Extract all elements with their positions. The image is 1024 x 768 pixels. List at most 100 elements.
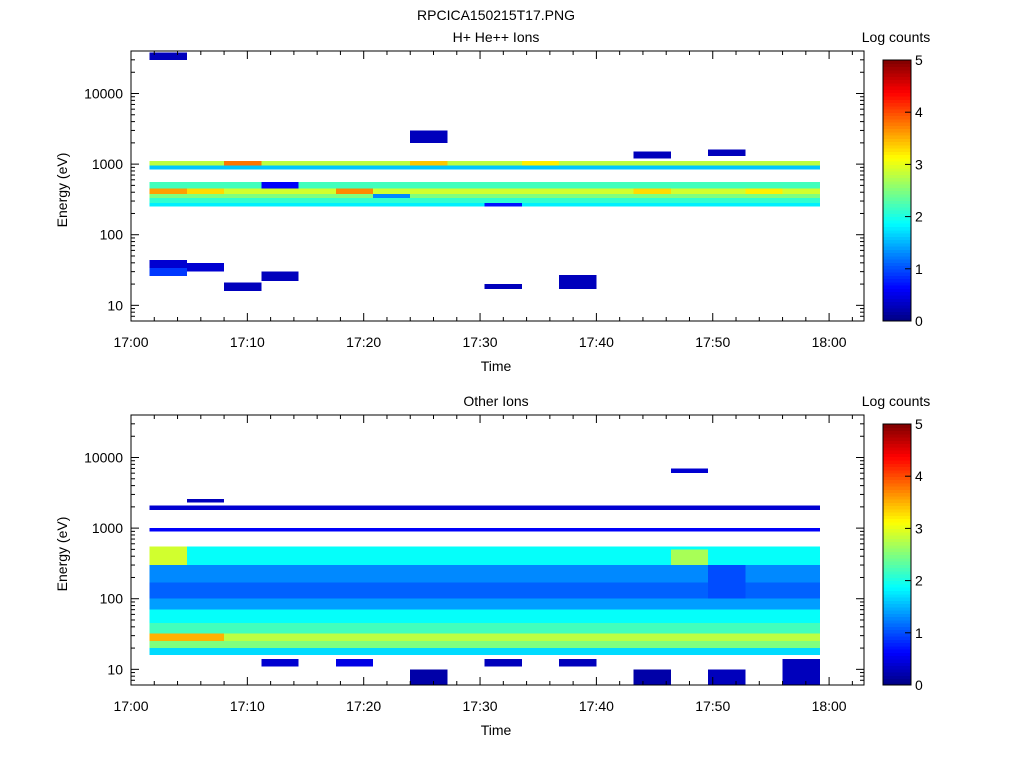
colorbar-band	[883, 538, 911, 543]
colorbar-band	[883, 476, 911, 481]
colorbar-band	[883, 629, 911, 634]
colorbar-band	[883, 541, 911, 546]
colorbar-band	[883, 255, 911, 260]
colorbar-band	[883, 154, 911, 159]
colorbar-band	[883, 216, 911, 221]
colorbar-band	[883, 288, 911, 293]
colorbar-band	[883, 600, 911, 605]
heatmap-cell	[149, 648, 820, 655]
colorbar-band	[883, 115, 911, 120]
figure-title: RPCICA150215T17.PNG	[417, 7, 575, 23]
colorbar-tick-label: 2	[915, 209, 923, 225]
colorbar-band	[883, 551, 911, 556]
colorbar-band	[883, 505, 911, 510]
colorbar-band	[883, 236, 911, 241]
x-tick-label: 18:00	[812, 334, 847, 350]
colorbar-band	[883, 567, 911, 572]
colorbar-band	[883, 193, 911, 198]
heatmap-cell	[410, 161, 448, 166]
colorbar-band	[883, 662, 911, 667]
heatmap-cell	[224, 282, 262, 291]
colorbar-band	[883, 298, 911, 303]
colorbar-band	[883, 450, 911, 454]
panel-title-other: Other Ions	[463, 393, 528, 409]
colorbar-band	[883, 658, 911, 663]
colorbar-band	[883, 639, 911, 644]
colorbar-band	[883, 183, 911, 188]
colorbar-h-he: 0 1 2 3 4 5	[882, 52, 923, 329]
colorbar-band	[883, 239, 911, 244]
colorbar-band	[883, 226, 911, 231]
heatmap-cell	[410, 130, 448, 143]
colorbar-band	[883, 63, 911, 68]
colorbar-band	[883, 437, 911, 441]
colorbar-band	[883, 609, 911, 614]
colorbar-band	[883, 285, 911, 289]
heatmap-cell	[484, 659, 522, 667]
heatmap-cell	[559, 659, 597, 667]
x-tick-label: 17:00	[113, 698, 148, 714]
heatmap-cell	[149, 623, 820, 634]
colorbar-band	[883, 499, 911, 503]
colorbar-band	[883, 268, 911, 273]
heatmap-cell	[149, 259, 187, 268]
colorbar-band	[883, 125, 911, 130]
colorbar-band	[883, 157, 911, 162]
colorbar-band	[883, 642, 911, 647]
colorbar-band	[883, 590, 911, 595]
colorbar-band	[883, 531, 911, 536]
x-axis-label-other: Time	[481, 722, 512, 738]
heatmap-cell	[149, 565, 820, 583]
colorbar-band	[883, 131, 911, 136]
heatmap-cell	[708, 669, 746, 685]
colorbar-band	[883, 593, 911, 598]
colorbar-band	[883, 112, 911, 117]
colorbar-tick-label: 1	[915, 261, 923, 277]
colorbar-band	[883, 528, 911, 533]
colorbar-band	[883, 577, 911, 582]
colorbar-band	[883, 249, 911, 254]
colorbar-band	[883, 200, 911, 205]
colorbar-band	[883, 245, 911, 250]
colorbar-band	[883, 463, 911, 468]
colorbar-band	[883, 681, 911, 686]
heatmap-cell	[335, 659, 373, 667]
x-tick-label: 17:10	[230, 698, 265, 714]
colorbar-band	[883, 128, 911, 133]
y-tick-label: 1000	[92, 520, 123, 536]
colorbar-band	[883, 232, 911, 237]
colorbar-band	[883, 453, 911, 458]
colorbar-frame	[882, 423, 912, 686]
heatmap-cell	[186, 262, 225, 272]
colorbar-tick-label: 0	[915, 313, 923, 329]
colorbar-band	[883, 167, 911, 172]
colorbar-tick-label: 2	[915, 573, 923, 589]
colorbar-band	[883, 86, 911, 90]
colorbar-band	[883, 649, 911, 653]
colorbar-band	[883, 557, 911, 562]
colorbar-band	[883, 430, 911, 435]
colorbar-band	[883, 626, 911, 631]
colorbar-band	[883, 652, 911, 657]
heatmap-cell	[521, 161, 560, 166]
colorbar-band	[883, 502, 911, 507]
colorbar-band	[883, 495, 911, 500]
colorbar-band	[883, 554, 911, 559]
x-tick-label: 17:40	[579, 698, 614, 714]
colorbar-band	[883, 623, 911, 627]
x-tick-label: 17:30	[463, 698, 498, 714]
colorbar-band	[883, 525, 911, 529]
colorbar-frame	[882, 59, 912, 322]
heatmap-cell	[186, 498, 225, 503]
heatmap-cell	[335, 188, 373, 194]
colorbar-band	[883, 668, 911, 673]
heatmap-cell	[633, 188, 671, 194]
x-axis-label-h-he: Time	[481, 358, 512, 374]
colorbar-band	[883, 213, 911, 218]
colorbar-band	[883, 675, 911, 680]
heatmap-cell	[224, 161, 262, 166]
colorbar-band	[883, 655, 911, 660]
heatmap-cell	[410, 669, 448, 685]
colorbar-band	[883, 632, 911, 637]
heatmap-cell	[559, 274, 597, 290]
